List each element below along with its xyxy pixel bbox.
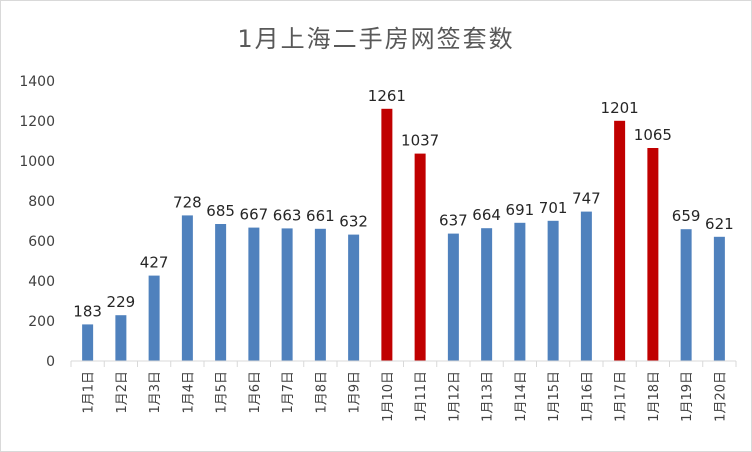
data-label: 229: [107, 293, 136, 311]
data-label: 1261: [368, 87, 406, 105]
x-tick-label: 1月1日: [82, 371, 97, 414]
bar: [281, 228, 293, 361]
data-label: 427: [140, 254, 169, 272]
y-tick-label: 0: [46, 354, 55, 370]
data-label: 632: [339, 213, 368, 231]
x-tick-label: 1月2日: [115, 371, 130, 414]
y-tick-label: 600: [28, 234, 55, 250]
x-tick-label: 1月7日: [281, 371, 296, 414]
bar: [713, 236, 725, 361]
y-tick-label: 1400: [19, 74, 55, 90]
y-tick-label: 800: [28, 194, 55, 210]
x-tick-label: 1月5日: [215, 371, 230, 414]
data-label: 637: [439, 212, 468, 230]
x-tick-label: 1月4日: [181, 371, 196, 414]
bar: [314, 228, 326, 361]
x-tick-label: 1月3日: [148, 371, 163, 414]
y-tick-label: 400: [28, 274, 55, 290]
x-tick-label: 1月11日: [414, 371, 429, 422]
x-tick-label: 1月15日: [547, 371, 562, 422]
data-label: 1037: [401, 132, 439, 150]
x-tick-label: 1月19日: [680, 371, 695, 422]
bar: [647, 148, 659, 361]
x-tick-label: 1月9日: [348, 371, 363, 414]
data-label: 1201: [601, 99, 639, 117]
data-label: 621: [705, 215, 734, 233]
bar: [82, 324, 94, 361]
x-tick-label: 1月8日: [314, 371, 329, 414]
bar: [148, 275, 160, 361]
data-label: 1065: [634, 126, 672, 144]
data-label: 691: [506, 201, 535, 219]
data-label: 667: [240, 206, 269, 224]
y-tick-label: 1000: [19, 154, 55, 170]
data-label: 183: [73, 302, 102, 320]
bar: [680, 229, 692, 361]
bar: [514, 222, 526, 361]
x-tick-label: 1月18日: [647, 371, 662, 422]
x-tick-label: 1月13日: [481, 371, 496, 422]
y-tick-label: 1200: [19, 114, 55, 130]
bar: [414, 153, 426, 361]
bar: [115, 315, 127, 361]
data-label: 663: [273, 206, 302, 224]
bar: [614, 120, 626, 361]
x-tick-label: 1月20日: [713, 371, 728, 422]
x-tick-label: 1月10日: [381, 371, 396, 422]
bar: [447, 233, 459, 361]
x-tick-label: 1月6日: [248, 371, 263, 414]
data-label: 685: [206, 202, 235, 220]
data-label: 664: [472, 206, 501, 224]
y-tick-label: 200: [28, 314, 55, 330]
data-label: 701: [539, 199, 568, 217]
x-tick-label: 1月12日: [447, 371, 462, 422]
x-tick-label: 1月14日: [514, 371, 529, 422]
data-label: 747: [572, 190, 601, 208]
bar: [181, 215, 193, 361]
bar: [481, 228, 493, 361]
x-tick-label: 1月16日: [580, 371, 595, 422]
bar: [348, 234, 360, 361]
x-tick-label: 1月17日: [614, 371, 629, 422]
bar: [580, 211, 592, 361]
data-label: 728: [173, 193, 202, 211]
bar: [248, 227, 260, 361]
data-label: 661: [306, 207, 335, 225]
chart-title: 1月上海二手房网签套数: [237, 25, 515, 53]
bar: [381, 108, 393, 361]
bar: [215, 224, 227, 361]
data-label: 659: [672, 207, 701, 225]
bar: [547, 220, 559, 361]
